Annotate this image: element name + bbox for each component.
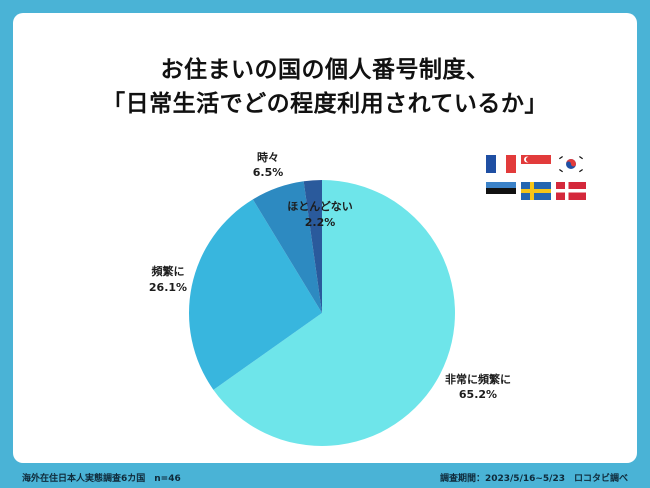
singapore-flag <box>521 155 551 173</box>
chart-title-line2: 「日常生活でどの程度利用されているか」 <box>102 91 548 117</box>
denmark-flag <box>556 182 586 200</box>
korea-flag <box>556 155 586 173</box>
slice-sometimes <box>252 181 322 313</box>
slice-value-rarely: 2.2% <box>305 216 336 229</box>
slice-frequent <box>189 199 322 390</box>
slice-value-frequent: 26.1% <box>149 281 187 294</box>
france-flag <box>486 155 516 173</box>
slice-value-very-frequent: 65.2% <box>459 388 497 401</box>
footer-survey-period: 調査期間：2023/5/16~5/23 ロコタビ調べ <box>439 474 628 484</box>
slice-label-frequent: 頻繁に <box>152 264 185 278</box>
slice-rarely <box>303 180 322 313</box>
footer-survey-info: 海外在住日本人実態調査6カ国 n=46 <box>22 474 181 484</box>
estonia-flag <box>486 182 516 200</box>
slice-label-very-frequent: 非常に頻繁に <box>445 372 511 386</box>
slice-label-sometimes: 時々 <box>257 150 279 164</box>
chart-title-line1: お住まいの国の個人番号制度、 <box>160 57 490 83</box>
slice-very-frequent <box>213 180 456 447</box>
sweden-flag <box>521 182 551 200</box>
slice-label-rarely: ほとんどない <box>287 200 352 213</box>
slice-value-sometimes: 6.5% <box>253 166 284 179</box>
